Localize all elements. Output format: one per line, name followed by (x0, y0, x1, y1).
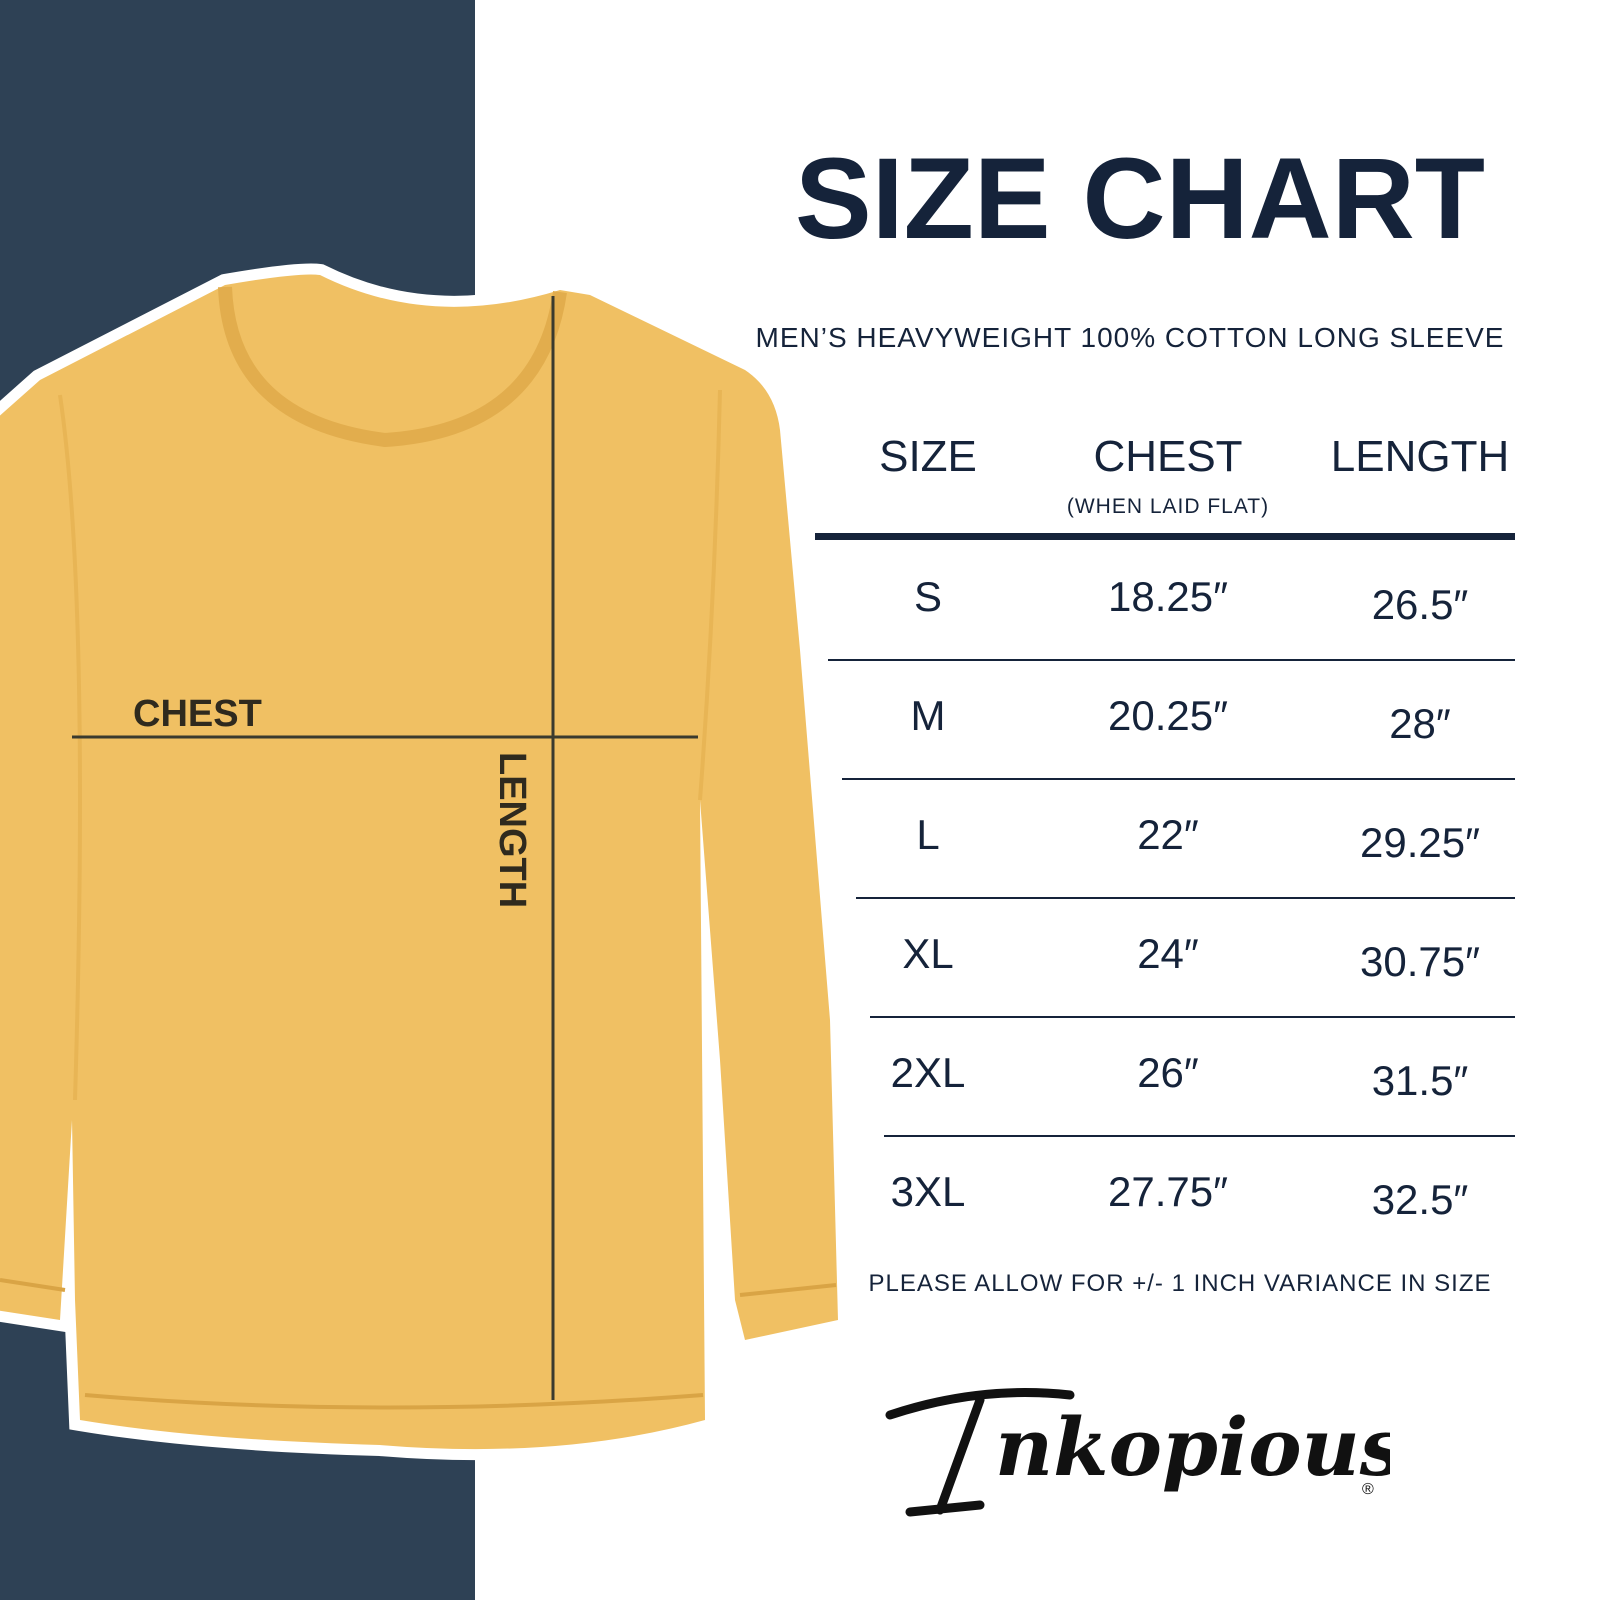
cell-chest: 26″ (1137, 1049, 1199, 1096)
logo-text: nkopious (995, 1400, 1390, 1494)
cell-length: 29.25″ (1360, 819, 1480, 866)
header-divider (815, 533, 1515, 540)
cell-length: 28″ (1389, 700, 1451, 747)
cell-length: 31.5″ (1371, 1057, 1469, 1104)
cell-length: 26.5″ (1371, 581, 1469, 628)
cell-chest: 24″ (1137, 930, 1199, 977)
cell-size: 3XL (890, 1168, 966, 1215)
header-size: SIZE (879, 432, 977, 481)
row-divider (842, 778, 1515, 780)
cell-size: S (913, 573, 942, 620)
header-length: LENGTH (1330, 432, 1510, 481)
cell-chest: 27.75″ (1108, 1168, 1228, 1215)
svg-text:®: ® (1362, 1481, 1374, 1498)
row-divider (884, 1135, 1515, 1137)
cell-length: 30.75″ (1360, 938, 1480, 985)
cell-size: M (910, 692, 946, 739)
cell-size: XL (902, 930, 954, 977)
header-chest-note: (WHEN LAID FLAT) (1066, 495, 1270, 518)
cell-chest: 18.25″ (1108, 573, 1228, 620)
row-divider (828, 659, 1515, 661)
chest-label: CHEST (133, 693, 262, 735)
cell-size: L (916, 811, 940, 858)
cell-size: 2XL (890, 1049, 966, 1096)
cell-chest: 20.25″ (1108, 692, 1228, 739)
long-sleeve-shirt-image (0, 263, 850, 1461)
row-divider (870, 1016, 1515, 1018)
header-chest: CHEST (1093, 432, 1243, 481)
page-title: SIZE CHART (795, 135, 1485, 263)
row-divider (856, 897, 1515, 899)
subtitle: MEN’S HEAVYWEIGHT 100% COTTON LONG SLEEV… (755, 322, 1505, 353)
cell-length: 32.5″ (1371, 1176, 1469, 1223)
cell-chest: 22″ (1137, 811, 1199, 858)
inkopious-logo: nkopious ® (885, 1388, 1390, 1517)
length-label: LENGTH (491, 752, 533, 909)
variance-note: PLEASE ALLOW FOR +/- 1 INCH VARIANCE IN … (868, 1270, 1492, 1297)
